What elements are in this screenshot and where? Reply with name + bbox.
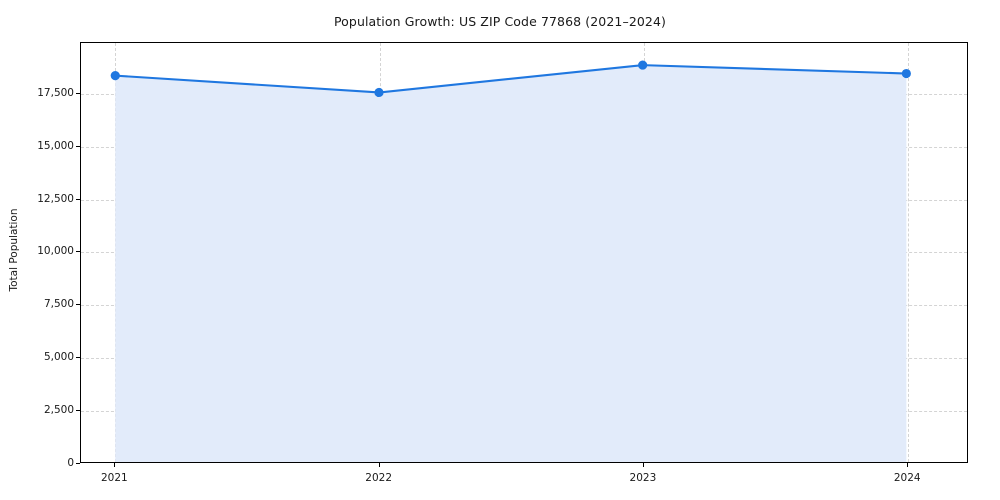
y-axis-tick-mark <box>76 463 80 464</box>
x-axis-tick-label: 2022 <box>365 472 393 484</box>
y-axis-tick-mark <box>76 92 80 94</box>
y-axis-tick-label: 10,000 <box>37 245 74 258</box>
y-axis-tick-label: 15,000 <box>37 139 74 152</box>
y-axis-tick-label: 7,500 <box>43 298 74 311</box>
gridline-vertical <box>908 43 910 462</box>
y-axis-tick-mark <box>76 410 80 412</box>
y-axis-tick-label: 2,500 <box>43 404 74 417</box>
chart-title: Population Growth: US ZIP Code 77868 (20… <box>333 14 667 29</box>
data-point-marker[interactable] <box>638 60 648 70</box>
x-axis-tick-mark <box>642 463 644 467</box>
area-fill <box>115 65 907 462</box>
x-axis-tick-label: 2023 <box>629 472 657 484</box>
y-axis-tick-mark <box>76 251 80 253</box>
y-axis-tick-mark <box>76 145 80 147</box>
plot-inner <box>81 43 967 462</box>
data-point-marker[interactable] <box>110 71 120 81</box>
y-axis-tick-mark <box>76 198 80 200</box>
x-axis-tick-mark <box>114 463 116 467</box>
y-axis-tick-label: 0 <box>67 457 74 469</box>
data-point-marker[interactable] <box>374 87 384 98</box>
y-axis-tick-labels: 0 2,500 5,000 7,500 10,000 12,500 15,000 17,500 <box>0 0 74 500</box>
plot-area <box>80 42 968 463</box>
x-axis-tick-label: 2024 <box>893 472 921 484</box>
y-axis-tick-mark <box>76 304 80 306</box>
data-point-marker[interactable] <box>901 68 911 79</box>
y-axis-tick-mark <box>76 357 80 359</box>
x-axis-tick-mark <box>907 463 909 467</box>
series-population-total <box>110 60 911 462</box>
series-line <box>114 64 908 94</box>
x-axis-tick-label: 2021 <box>100 472 128 484</box>
y-axis-tick-label: 17,500 <box>37 86 74 99</box>
x-axis-tick-mark <box>378 463 380 467</box>
y-axis-tick-label: 12,500 <box>37 192 74 205</box>
y-axis-tick-label: 5,000 <box>43 351 74 364</box>
